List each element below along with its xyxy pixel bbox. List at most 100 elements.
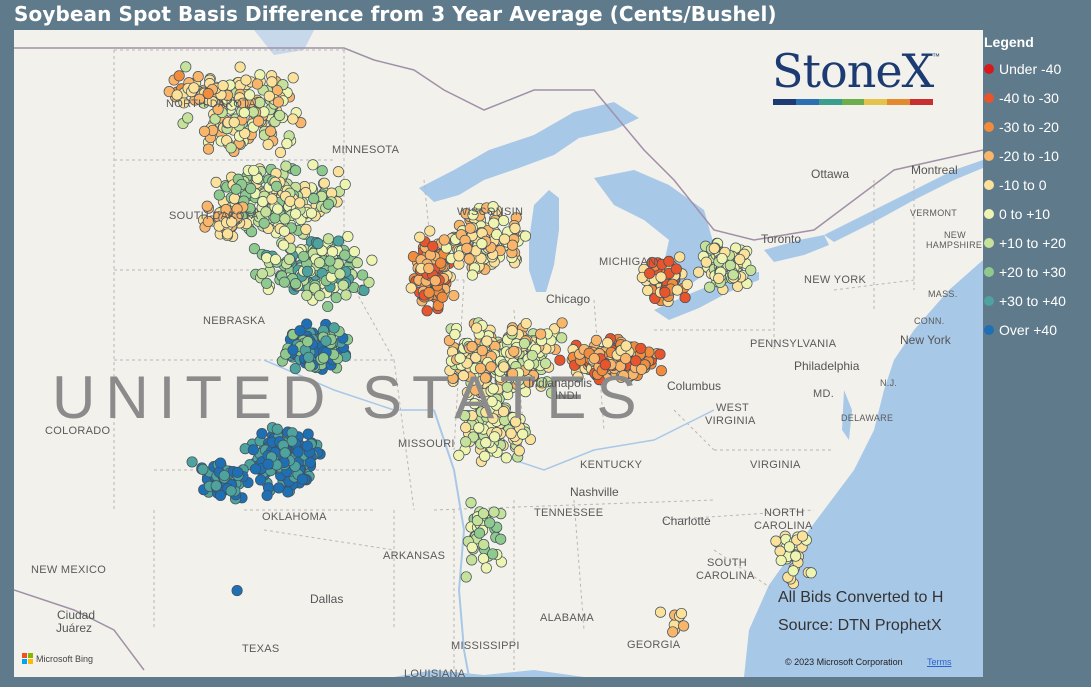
basis-point[interactable] [476,345,488,357]
basis-point[interactable] [210,176,222,188]
basis-point[interactable] [468,398,481,410]
basis-point[interactable] [232,466,244,478]
basis-point[interactable] [326,246,339,258]
basis-point[interactable] [654,348,666,360]
basis-point[interactable] [495,533,507,545]
basis-point[interactable] [535,328,547,340]
basis-point[interactable] [620,340,632,352]
basis-point[interactable] [217,80,229,92]
basis-point[interactable] [498,406,510,418]
basis-point[interactable] [313,257,326,269]
basis-point[interactable] [294,325,306,337]
basis-point[interactable] [466,341,478,353]
basis-point[interactable] [228,193,241,205]
basis-point[interactable] [716,252,728,265]
basis-point[interactable] [481,335,493,347]
basis-point[interactable] [667,626,679,638]
basis-point[interactable] [289,363,301,375]
basis-point[interactable] [523,376,535,388]
basis-point[interactable] [301,265,313,277]
basis-point[interactable] [278,276,290,288]
basis-point[interactable] [470,352,482,364]
basis-point[interactable] [681,278,693,290]
basis-point[interactable] [318,177,330,189]
basis-point[interactable] [500,452,512,464]
basis-point[interactable] [272,203,284,215]
basis-point[interactable] [545,387,558,399]
basis-point[interactable] [572,371,584,383]
basis-point[interactable] [290,164,302,176]
basis-point[interactable] [225,142,237,154]
basis-point[interactable] [330,292,342,304]
basis-point[interactable] [745,264,757,276]
basis-point[interactable] [363,276,375,288]
basis-point[interactable] [258,217,270,229]
basis-point[interactable] [427,240,439,252]
basis-point[interactable] [210,480,222,492]
basis-point[interactable] [348,246,360,258]
basis-point[interactable] [366,254,378,266]
basis-point[interactable] [173,70,185,82]
basis-point[interactable] [469,384,482,396]
basis-point[interactable] [287,344,299,356]
basis-point[interactable] [254,69,266,81]
basis-point[interactable] [240,74,252,86]
basis-point[interactable] [438,234,450,246]
basis-point[interactable] [642,284,654,297]
basis-point[interactable] [805,567,817,579]
basis-point[interactable] [280,160,292,172]
basis-point[interactable] [328,322,340,334]
basis-point[interactable] [266,76,278,88]
basis-point[interactable] [453,449,465,461]
basis-point[interactable] [225,485,237,497]
basis-point[interactable] [454,352,466,364]
basis-point[interactable] [198,125,211,137]
basis-point[interactable] [188,82,200,94]
basis-point[interactable] [708,242,720,254]
basis-point[interactable] [332,166,344,178]
basis-point[interactable] [298,250,310,263]
basis-point[interactable] [358,284,370,296]
basis-point[interactable] [654,606,667,618]
basis-point[interactable] [301,440,313,452]
legend-item[interactable]: +10 to +20 [984,228,1091,257]
basis-point[interactable] [197,463,209,475]
basis-point[interactable] [300,223,312,235]
basis-point[interactable] [405,282,417,294]
basis-point[interactable] [700,256,712,268]
basis-point[interactable] [312,238,324,250]
legend-item[interactable]: +30 to +40 [984,286,1091,315]
basis-point[interactable] [283,253,295,265]
basis-point[interactable] [488,506,500,518]
basis-point[interactable] [518,337,531,349]
basis-point[interactable] [245,183,257,195]
basis-point[interactable] [253,115,265,127]
basis-point[interactable] [663,255,675,267]
basis-point[interactable] [305,207,318,219]
basis-point[interactable] [270,253,282,266]
basis-point[interactable] [479,372,491,384]
basis-point[interactable] [713,272,725,284]
basis-point[interactable] [775,554,787,567]
basis-point[interactable] [655,365,667,377]
basis-point[interactable] [659,286,671,298]
basis-point[interactable] [467,209,479,221]
basis-point[interactable] [449,328,461,340]
basis-point[interactable] [340,289,352,301]
basis-point[interactable] [509,222,521,234]
basis-point[interactable] [466,554,478,566]
basis-point[interactable] [501,381,513,393]
basis-point[interactable] [678,620,690,632]
legend-item[interactable]: +20 to +30 [984,257,1091,286]
legend-item[interactable]: 0 to +10 [984,199,1091,228]
basis-point[interactable] [498,233,511,245]
basis-point[interactable] [484,517,496,529]
basis-point[interactable] [790,550,802,562]
basis-point[interactable] [675,607,688,620]
basis-point[interactable] [464,222,476,234]
basis-point[interactable] [247,444,259,456]
basis-point[interactable] [339,249,351,261]
basis-point[interactable] [274,146,287,158]
basis-point[interactable] [679,292,691,304]
basis-point[interactable] [460,436,472,448]
